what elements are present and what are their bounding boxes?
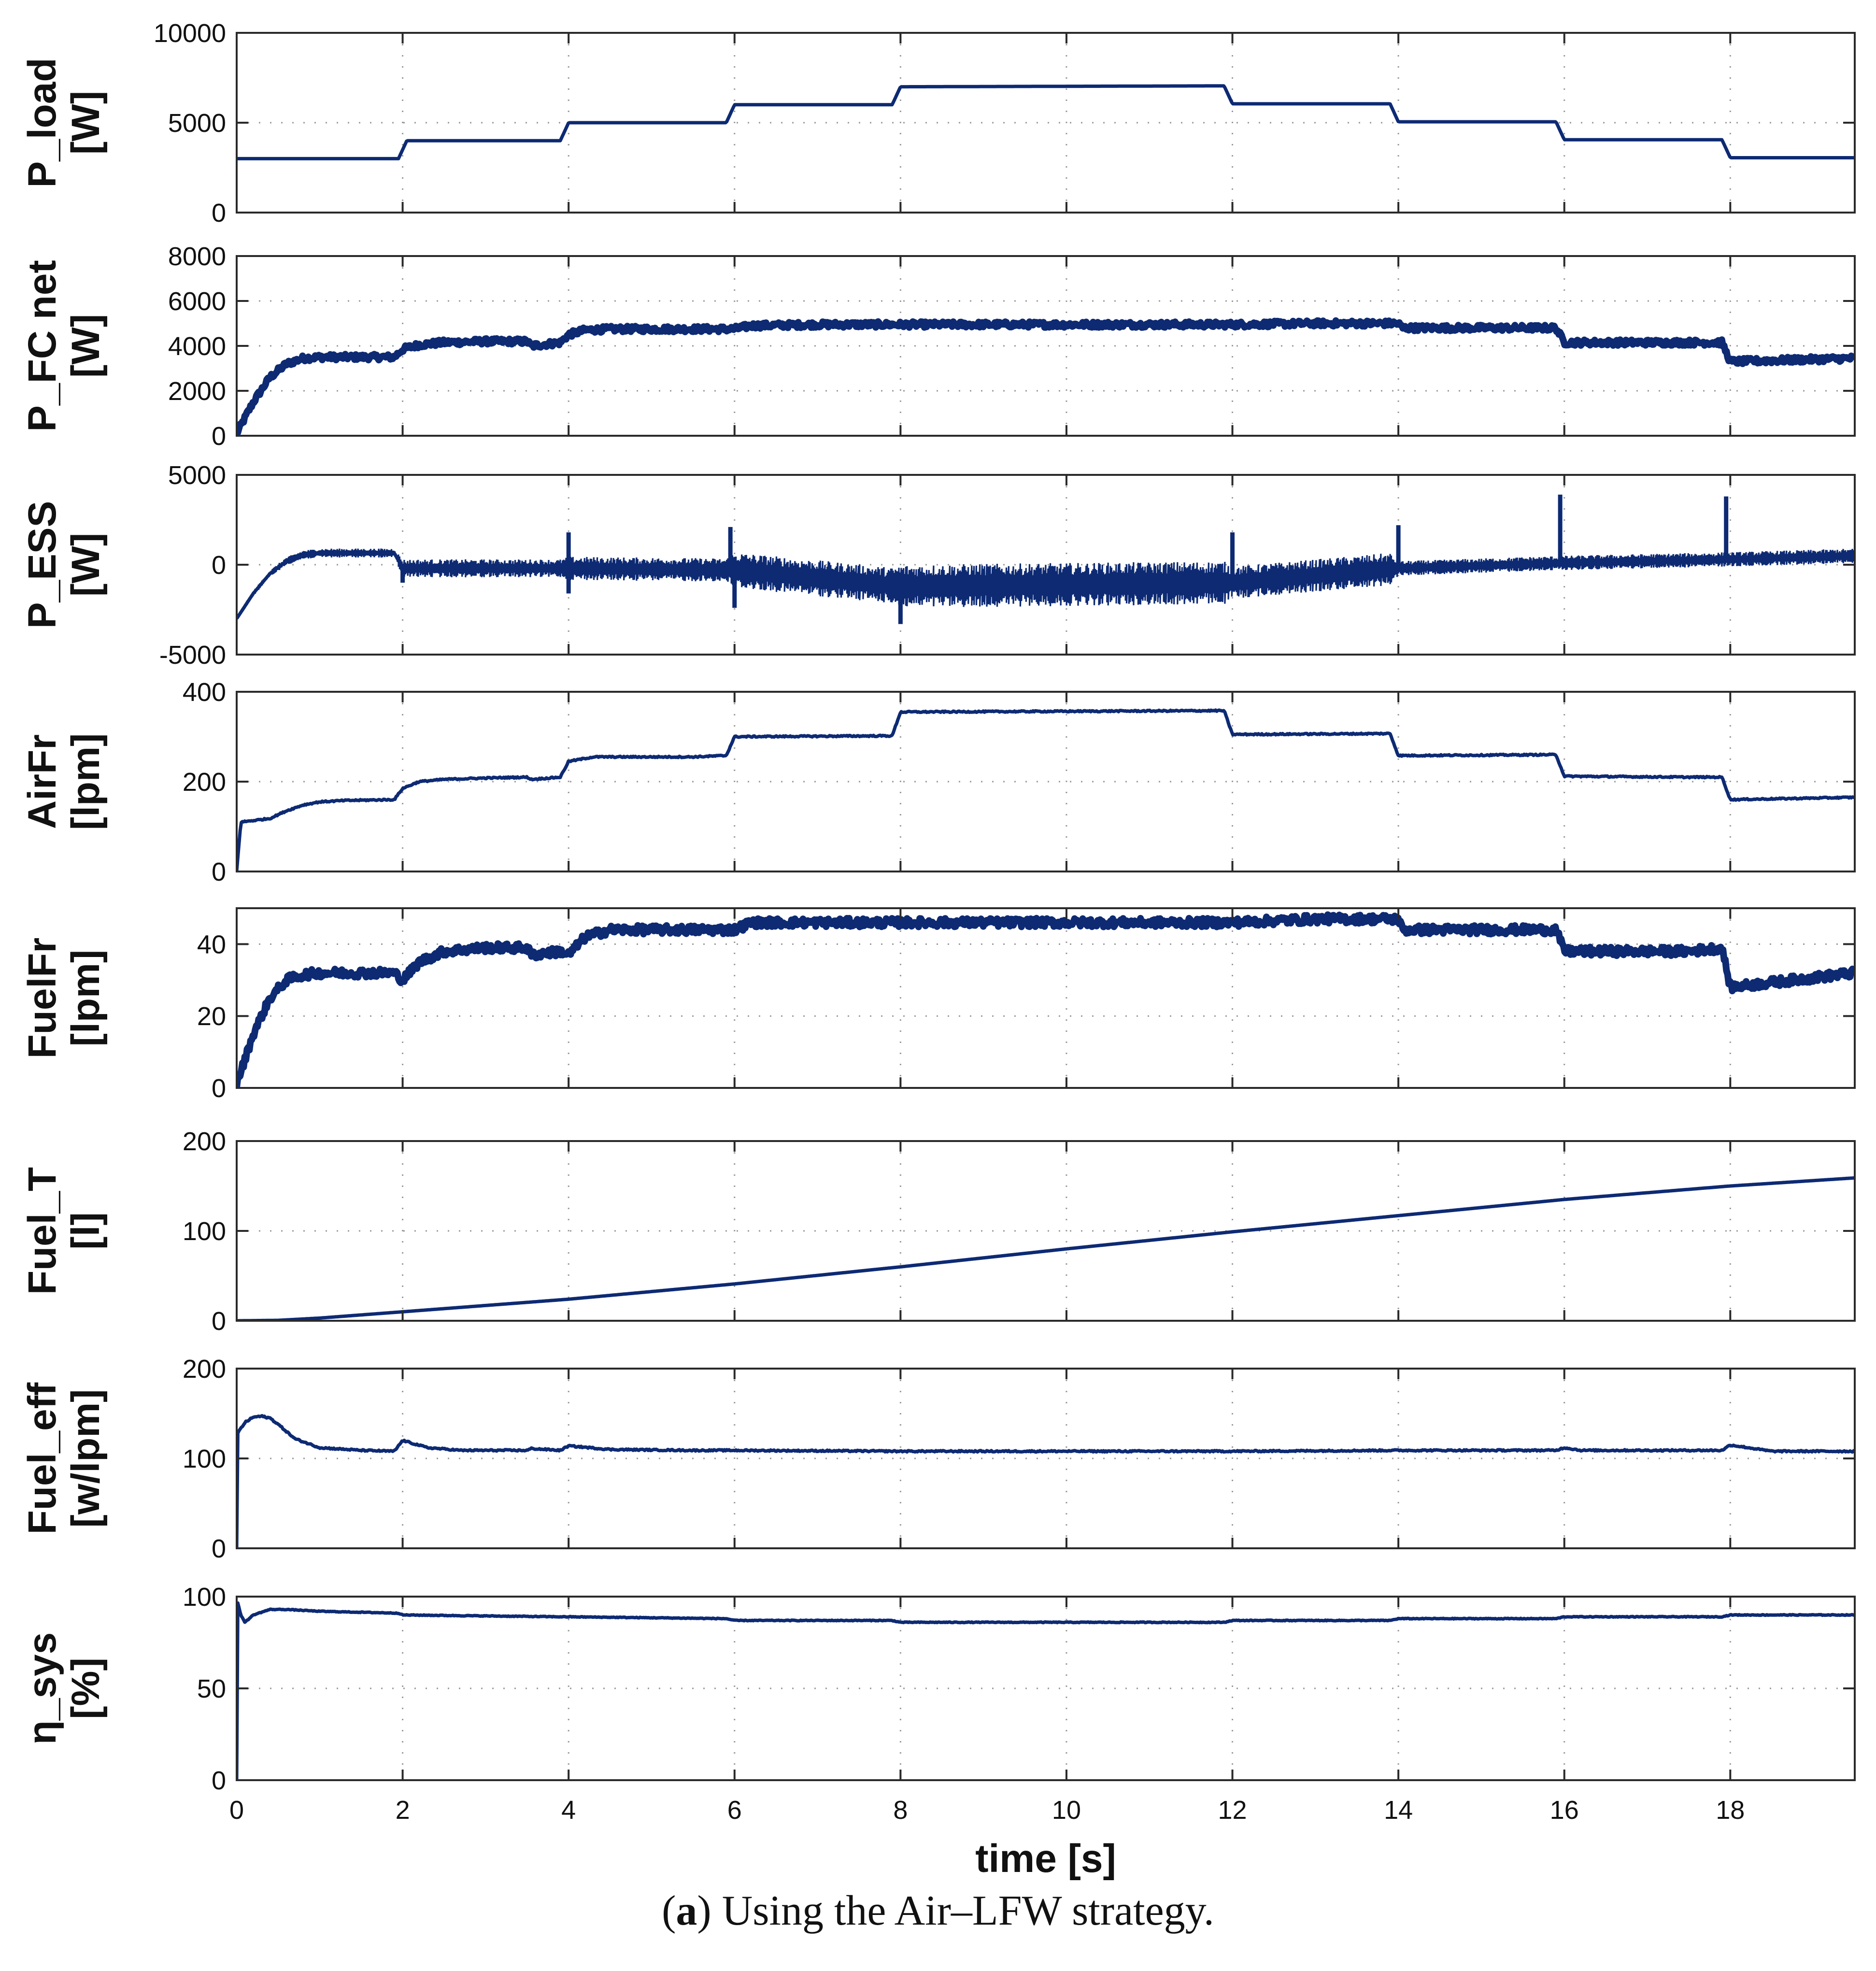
plot-area [237, 911, 1855, 1088]
y-tick-label: 0 [212, 199, 226, 228]
series-line [237, 1176, 1855, 1321]
y-axis-label: η_sys[%] [20, 1632, 108, 1745]
plot-area [237, 708, 1855, 871]
panel-7: 0 100 200 Fuel_eff[w/lpm] [20, 1355, 1856, 1563]
panel-8: 0 50 100 η_sys[%] [20, 1583, 1856, 1795]
y-tick-label: -5000 [159, 641, 226, 670]
y-tick-label: 5000 [168, 109, 226, 138]
x-tick-label: 4 [561, 1796, 576, 1825]
axes-frame [236, 32, 1856, 214]
y-tick-label: 10000 [154, 19, 226, 48]
x-tick-label: 8 [893, 1796, 908, 1825]
axes-frame [236, 907, 1856, 1089]
y-tick-label: 20 [197, 1002, 226, 1031]
series-line [237, 1601, 1855, 1780]
plot-area [237, 84, 1855, 160]
y-axis-label: P_FC net[W] [20, 260, 108, 431]
plot-area [237, 1176, 1855, 1321]
series-line [237, 317, 1855, 436]
y-tick-label: 0 [212, 857, 226, 886]
plot-area [237, 494, 1855, 624]
y-tick-label: 0 [212, 1534, 226, 1563]
panel-6: 0 100 200 Fuel_T[l] [20, 1127, 1856, 1336]
plot-area [237, 1414, 1855, 1548]
y-tick-label: 40 [197, 930, 226, 959]
y-tick-label: 100 [183, 1217, 226, 1246]
y-tick-label: 0 [212, 1307, 226, 1336]
axes-frame [236, 1368, 1856, 1549]
plot-area [237, 317, 1855, 436]
y-tick-label: 6000 [168, 287, 226, 316]
y-axis-label: Fuel_eff[w/lpm] [20, 1382, 108, 1534]
y-axis-label: FuelFr[lpm] [20, 938, 108, 1059]
series-line [237, 708, 1855, 871]
x-tick-label: 18 [1716, 1796, 1745, 1825]
y-tick-label: 100 [183, 1444, 226, 1473]
axes-frame [236, 691, 1856, 872]
figure-caption: (a) Using the Air–LFW strategy. [662, 1887, 1214, 1934]
panel-2: 0 2000 4000 6000 8000 P_FC net[W] [20, 242, 1856, 451]
plot-area [237, 1601, 1855, 1780]
panel-1: 0 5000 10000 P_load[W] [20, 19, 1856, 228]
y-tick-label: 200 [183, 768, 226, 797]
y-tick-label: 0 [212, 1766, 226, 1795]
y-axis-label: P_load[W] [20, 58, 108, 188]
y-axis-label: AirFr[lpm] [20, 733, 108, 830]
y-tick-label: 200 [183, 1355, 226, 1384]
y-tick-label: 200 [183, 1127, 226, 1156]
axes-frame [236, 1140, 1856, 1322]
y-tick-label: 400 [183, 678, 226, 707]
x-tick-label: 14 [1384, 1796, 1413, 1825]
y-tick-label: 4000 [168, 332, 226, 361]
series-line [237, 84, 1855, 160]
y-tick-label: 0 [212, 551, 226, 580]
y-tick-label: 0 [212, 422, 226, 451]
y-tick-label: 100 [183, 1583, 226, 1612]
y-axis-label: P_ESS[W] [20, 501, 108, 628]
x-axis-label: time [s] [975, 1837, 1116, 1881]
panel-3: -5000 0 5000 P_ESS[W] [20, 461, 1856, 670]
y-tick-label: 50 [197, 1674, 226, 1703]
y-tick-label: 5000 [168, 461, 226, 490]
series-line [237, 551, 1855, 620]
series-line [237, 1414, 1855, 1548]
y-tick-label: 8000 [168, 242, 226, 271]
axes-frame [236, 1596, 1856, 1781]
x-tick-label: 10 [1052, 1796, 1081, 1825]
x-tick-label: 0 [229, 1796, 244, 1825]
x-tick-label: 12 [1218, 1796, 1247, 1825]
y-axis-label: Fuel_T[l] [20, 1167, 108, 1295]
y-tick-label: 0 [212, 1074, 226, 1103]
x-tick-label: 16 [1550, 1796, 1579, 1825]
x-tick-label: 6 [727, 1796, 742, 1825]
series-line [237, 911, 1855, 1088]
y-tick-label: 2000 [168, 377, 226, 406]
panel-4: 0 200 400 AirFr[lpm] [20, 678, 1856, 886]
panel-5: 0 20 40 FuelFr[lpm] [20, 907, 1856, 1103]
x-tick-label: 2 [396, 1796, 410, 1825]
